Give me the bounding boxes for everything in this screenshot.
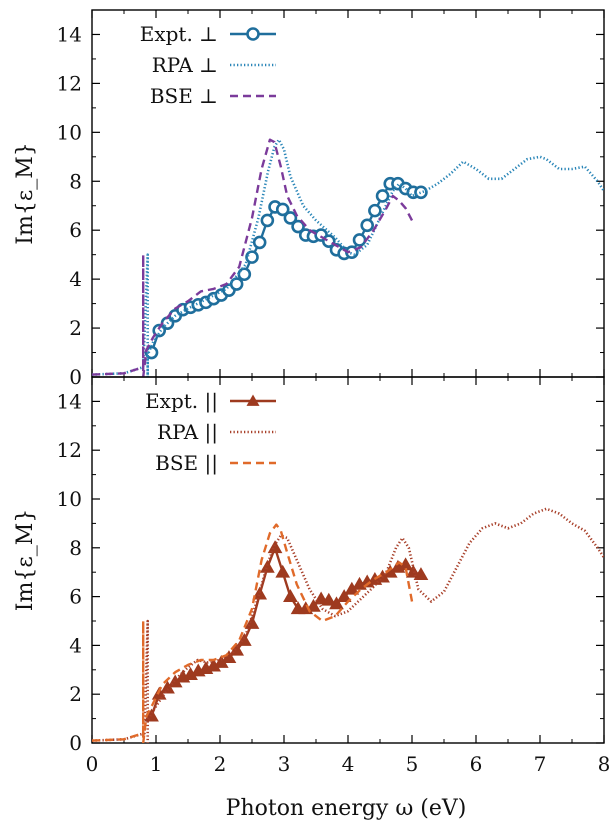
legend-marker — [246, 394, 260, 406]
data-point — [267, 540, 283, 554]
data-point — [413, 567, 429, 581]
data-point — [414, 185, 428, 200]
data-point — [352, 233, 367, 247]
y-axis-title: Im{ε_M} — [13, 142, 38, 244]
y-tick-label: 12 — [57, 438, 82, 462]
data-point — [368, 203, 382, 218]
data-point — [275, 202, 290, 217]
data-point — [252, 235, 267, 250]
series-line-2 — [92, 138, 414, 377]
data-point — [260, 213, 275, 228]
data-point — [375, 189, 390, 203]
y-tick-label: 10 — [57, 487, 82, 511]
x-axis-title: Photon energy ω (eV) — [226, 796, 467, 821]
x-tick-label: 2 — [214, 752, 227, 776]
y-tick-label: 2 — [69, 682, 82, 706]
y-tick-label: 14 — [57, 22, 82, 46]
legend-label: BSE ⊥ — [150, 84, 218, 108]
data-point — [321, 592, 337, 606]
data-point — [221, 650, 237, 663]
y-tick-label: 14 — [57, 389, 82, 413]
data-point — [245, 250, 259, 264]
y-tick-label: 8 — [69, 169, 82, 193]
data-point — [360, 218, 375, 233]
data-point — [306, 598, 321, 612]
x-tick-label: 0 — [86, 752, 99, 776]
data-point — [229, 277, 244, 291]
data-point — [336, 589, 352, 602]
data-point — [283, 589, 298, 602]
x-tick-label: 8 — [598, 752, 611, 776]
y-tick-label: 2 — [69, 316, 82, 340]
legend-label: BSE || — [155, 451, 218, 476]
data-point — [329, 596, 344, 610]
data-point — [283, 211, 298, 225]
series-line-1 — [92, 138, 604, 377]
series-line-2 — [92, 523, 414, 743]
data-point — [252, 586, 268, 600]
legend-label: Expt. ⊥ — [140, 22, 218, 46]
data-point — [275, 564, 291, 578]
legend-marker — [246, 27, 260, 41]
series-group — [92, 507, 604, 743]
x-tick-label: 6 — [470, 752, 483, 776]
y-tick-label: 4 — [69, 633, 82, 657]
series-line-1 — [92, 507, 604, 743]
data-point — [259, 559, 275, 573]
legend-label: RPA || — [157, 420, 218, 445]
x-tick-label: 1 — [150, 752, 163, 776]
x-tick-label: 3 — [278, 752, 291, 776]
y-tick-label: 6 — [69, 585, 82, 609]
y-axis-title: Im{ε_M} — [13, 509, 38, 611]
x-tick-label: 4 — [342, 752, 355, 776]
y-tick-label: 8 — [69, 536, 82, 560]
y-tick-label: 10 — [57, 120, 82, 144]
y-tick-label: 6 — [69, 218, 82, 242]
legend-label: Expt. || — [145, 389, 218, 414]
x-tick-label: 5 — [406, 752, 419, 776]
y-tick-label: 0 — [69, 731, 82, 755]
data-point — [405, 564, 421, 578]
y-tick-label: 12 — [57, 71, 82, 95]
legend-label: RPA ⊥ — [152, 53, 218, 77]
data-point — [236, 633, 252, 646]
y-tick-label: 0 — [69, 365, 82, 389]
data-point — [291, 219, 305, 234]
x-tick-label: 7 — [534, 752, 547, 776]
panel-perpendicular: 0 2 4 6 8 10 12 14 Im{ε_M} Expt. ⊥ RPA ⊥ BSE ⊥ — [13, 9, 605, 389]
series-group — [92, 138, 604, 377]
y-tick-label: 4 — [69, 267, 82, 291]
